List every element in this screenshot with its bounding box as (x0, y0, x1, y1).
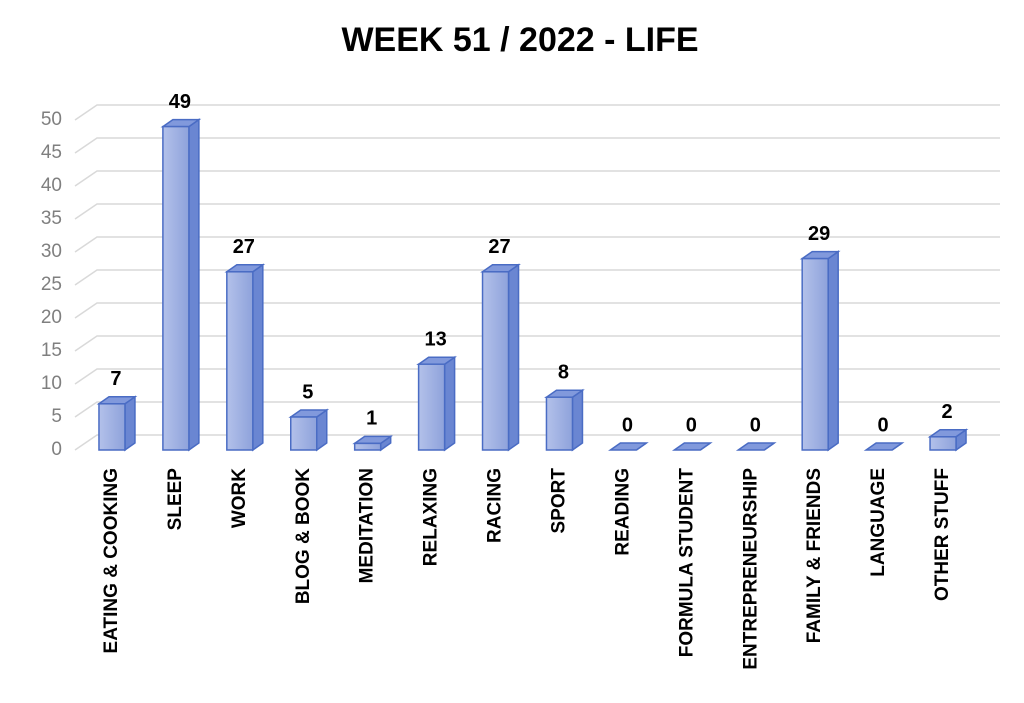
grid-line (74, 302, 1000, 319)
y-tick-label: 15 (41, 340, 62, 361)
chart-title: WEEK 51 / 2022 - LIFE (341, 21, 698, 59)
grid-line (74, 401, 1000, 418)
bar (481, 271, 510, 451)
bar-side (571, 388, 584, 452)
grid-line (74, 170, 1000, 187)
bar (929, 436, 957, 451)
y-tick-label: 50 (41, 109, 62, 130)
data-label: 0 (750, 414, 761, 436)
data-label: 1 (366, 408, 377, 430)
y-tick-label: 35 (41, 208, 62, 229)
y-tick-label: 5 (51, 406, 62, 427)
data-label: 29 (808, 223, 830, 245)
y-tick-label: 0 (51, 439, 62, 460)
x-tick-label: RACING (485, 468, 506, 543)
bar-top (863, 442, 905, 451)
x-tick-label: SLEEP (165, 468, 186, 531)
x-tick-label: BLOG & BOOK (293, 468, 314, 604)
grid-line (74, 104, 1000, 121)
bar-side (507, 263, 520, 452)
x-tick-label: EATING & COOKING (101, 468, 122, 653)
y-tick-label: 30 (41, 241, 62, 262)
bar (162, 125, 190, 451)
data-label: 27 (488, 236, 510, 258)
y-tick-label: 40 (41, 175, 62, 196)
grid-line (74, 137, 1000, 154)
x-tick-label: RELAXING (421, 468, 442, 566)
data-label: 0 (622, 414, 633, 436)
bar (98, 403, 126, 451)
y-tick-label: 25 (41, 274, 62, 295)
grid-line (74, 236, 1000, 253)
data-label: 13 (424, 328, 446, 350)
bar-side (252, 263, 264, 452)
data-label: 5 (302, 381, 313, 403)
data-label: 49 (169, 91, 191, 113)
grid-line (74, 434, 1000, 451)
y-tick-label: 10 (41, 373, 62, 394)
data-label: 0 (878, 414, 889, 436)
bar (545, 396, 574, 451)
data-label: 2 (941, 401, 952, 423)
x-tick-label: READING (612, 468, 633, 556)
x-tick-label: WORK (229, 468, 250, 528)
x-tick-label: ENTREPRENEURSHIP (740, 468, 761, 670)
bar (290, 416, 318, 451)
bar (801, 257, 829, 451)
data-label: 0 (686, 414, 697, 436)
data-label: 7 (110, 368, 121, 390)
data-label: 27 (233, 236, 255, 258)
bar-side (443, 355, 456, 452)
data-label: 8 (558, 361, 569, 383)
grid-line (74, 269, 1000, 286)
bar-top (608, 442, 649, 451)
grid-line (74, 335, 1000, 352)
bar-side (124, 395, 136, 452)
grid-line (74, 368, 1000, 385)
bar-side (188, 118, 200, 452)
x-tick-label: LANGUAGE (868, 468, 889, 577)
x-tick-label: OTHER STUFF (932, 468, 953, 601)
bar (353, 442, 382, 451)
x-tick-label: FORMULA STUDENT (676, 468, 697, 658)
x-tick-label: SPORT (548, 468, 569, 534)
bar-top (671, 442, 713, 451)
y-tick-label: 45 (41, 142, 62, 163)
y-tick-label: 20 (41, 307, 62, 328)
bar (226, 271, 254, 451)
bar-side (827, 250, 839, 452)
bar-top (735, 442, 777, 451)
bar (417, 363, 446, 451)
x-tick-label: MEDITATION (357, 468, 378, 583)
x-tick-label: FAMILY & FRIENDS (804, 468, 825, 643)
grid-line (74, 203, 1000, 220)
